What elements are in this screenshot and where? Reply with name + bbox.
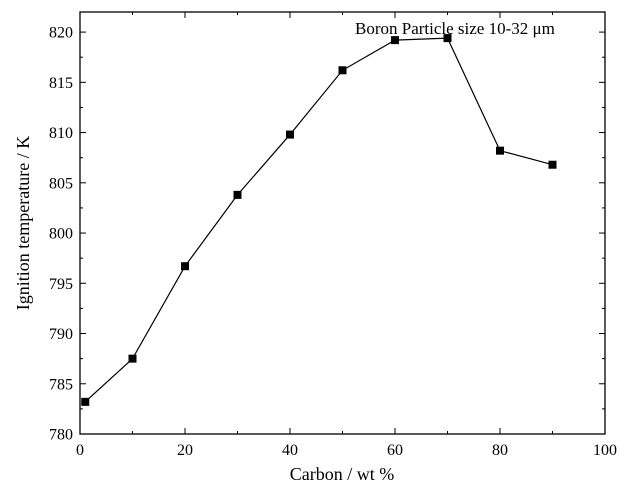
x-axis-label: Carbon / wt % (290, 464, 394, 484)
data-series (81, 34, 557, 406)
y-tick-label: 795 (49, 276, 73, 293)
x-tick-label: 60 (387, 442, 403, 459)
x-tick-label: 20 (177, 442, 193, 459)
data-point-marker (391, 36, 399, 45)
y-tick-label: 790 (49, 326, 73, 343)
y-tick-label: 810 (49, 125, 73, 142)
axis-ticks: 0 20 40 60 80 100 780 785 790 795 800 805 810 815 820 (49, 12, 617, 459)
data-point-marker (286, 130, 294, 139)
chart-annotation: Boron Particle size 10-32 μm (355, 19, 555, 38)
x-tick-label: 0 (76, 442, 84, 459)
data-point-marker (233, 190, 242, 199)
plot-frame (79, 11, 606, 435)
data-point-marker (443, 34, 452, 43)
data-point-marker (128, 354, 137, 363)
x-tick-label: 40 (282, 442, 298, 459)
data-point-marker (338, 66, 347, 75)
data-point-marker (548, 160, 557, 169)
y-tick-label: 800 (49, 226, 73, 243)
y-tick-label: 820 (49, 25, 73, 42)
x-tick-label: 80 (492, 442, 508, 459)
x-tick-label: 100 (593, 442, 617, 459)
y-tick-label: 780 (49, 427, 73, 444)
data-point-marker (496, 146, 504, 155)
series-line (84, 37, 553, 403)
y-tick-label: 805 (49, 175, 73, 192)
y-tick-label: 785 (49, 376, 73, 393)
y-axis-label: Ignition temperature / K (13, 136, 33, 310)
data-point-marker (81, 397, 90, 406)
data-point-marker (181, 262, 189, 271)
y-tick-label: 815 (49, 75, 73, 92)
